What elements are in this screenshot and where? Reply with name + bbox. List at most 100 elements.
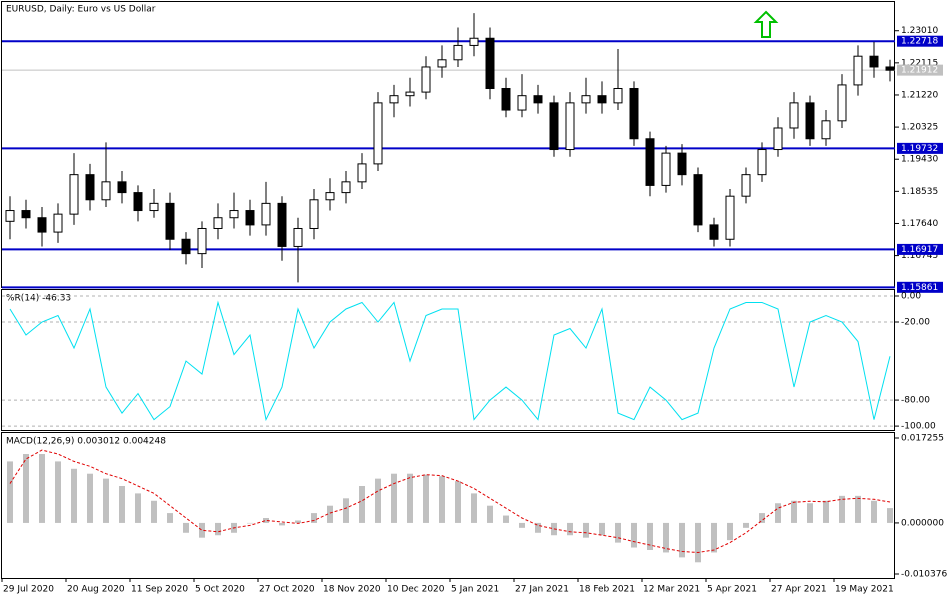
macd-bar: [39, 454, 45, 523]
candle-body: [565, 102, 575, 151]
x-tick-label: 18 Feb 2021: [579, 585, 635, 595]
y-tick-label: 1.23010: [901, 26, 938, 36]
macd-bar: [743, 522, 749, 528]
candle-body: [469, 37, 479, 46]
candle-body: [789, 102, 799, 129]
macd-bar: [199, 522, 205, 538]
macd-bar: [599, 522, 605, 536]
level-label: 1.16917: [901, 245, 938, 255]
y-tick-label: 0.017255: [901, 433, 944, 443]
candle-body: [613, 88, 623, 104]
macd-bar: [327, 505, 333, 523]
candle-body: [453, 44, 463, 61]
candle-body: [805, 102, 815, 140]
y-tick-label: 1.21220: [901, 90, 938, 100]
signal-line: [9, 449, 891, 553]
candle-body: [853, 55, 863, 86]
macd-bar: [407, 473, 413, 523]
candle-body: [53, 213, 63, 233]
macd-bar: [711, 522, 717, 553]
macd-bar: [839, 495, 845, 523]
candle-body: [101, 181, 111, 201]
y-tick-label: -100.00: [901, 422, 936, 432]
y-tick-label: 0.00: [901, 291, 921, 301]
macd-bar: [119, 486, 125, 523]
candle-body: [741, 174, 751, 197]
candle-body: [341, 181, 351, 194]
macd-bar: [775, 503, 781, 523]
macd-bar: [647, 522, 653, 550]
x-tick-label: 12 Mar 2021: [643, 585, 700, 595]
x-tick-label: 27 Apr 2021: [771, 585, 827, 595]
candle-body: [21, 210, 31, 219]
macd-bar: [7, 461, 13, 523]
level-label-bg: [897, 243, 943, 255]
candle-body: [437, 59, 447, 68]
macd-bar: [871, 500, 877, 523]
macd-bar: [679, 522, 685, 558]
candle-body: [517, 95, 527, 111]
candle-body: [357, 163, 367, 183]
macd-bar: [471, 493, 477, 523]
candle-body: [309, 199, 319, 229]
candle-body: [757, 149, 767, 176]
macd-bar: [615, 522, 621, 543]
level-label-bg: [897, 35, 943, 47]
macd-bar: [343, 498, 349, 523]
y-tick-label: -0.010376: [901, 569, 947, 579]
x-tick-label: 5 Jan 2021: [451, 585, 499, 595]
candle-body: [245, 210, 255, 226]
y-tick-label: 1.16745: [901, 251, 938, 261]
chart-title: EURUSD, Daily: Euro vs US Dollar: [6, 5, 156, 15]
candle-body: [165, 202, 175, 240]
y-tick-label: 1.18535: [901, 187, 938, 197]
candle-body: [485, 37, 495, 90]
macd-bar: [503, 515, 509, 523]
level-label: 1.22718: [901, 37, 938, 47]
macd-bar: [87, 473, 93, 523]
candle-body: [533, 95, 543, 104]
macd-bar: [423, 474, 429, 523]
x-tick-label: 5 Apr 2021: [707, 585, 757, 595]
candle-body: [5, 210, 15, 222]
x-tick-label: 18 Nov 2020: [323, 585, 381, 595]
candle-body: [837, 84, 847, 122]
macd-bar: [823, 500, 829, 523]
x-tick-label: 11 Sep 2020: [131, 585, 188, 595]
y-tick-label: 1.19430: [901, 155, 938, 165]
macd-bar: [631, 522, 637, 548]
macd-pane: [1, 432, 895, 579]
candle-body: [149, 202, 159, 212]
candle-body: [773, 127, 783, 151]
candle-body: [389, 95, 399, 104]
macd-bar: [583, 522, 589, 538]
y-tick-label: -20.00: [901, 318, 930, 328]
candle-body: [645, 138, 655, 186]
candle-body: [821, 120, 831, 140]
candle-body: [213, 217, 223, 229]
x-tick-label: 19 May 2021: [835, 585, 894, 595]
level-label: 1.15861: [901, 283, 938, 293]
macd-bar: [263, 518, 269, 523]
macd-bar: [71, 468, 77, 523]
macd-bar: [247, 522, 253, 524]
candle-body: [501, 88, 511, 111]
macd-bar: [567, 522, 573, 536]
y-tick-label: 1.20325: [901, 123, 938, 133]
macd-bar: [791, 500, 797, 523]
macd-bar: [695, 522, 701, 563]
macd-bar: [151, 500, 157, 523]
candle-body: [405, 91, 415, 97]
candle-body: [581, 95, 591, 104]
candle-body: [293, 227, 303, 247]
candle-body: [597, 95, 607, 104]
candle-body: [421, 66, 431, 93]
candle-body: [629, 88, 639, 140]
macd-bar: [55, 461, 61, 523]
macd-bar: [103, 478, 109, 523]
macd-bar: [391, 473, 397, 523]
candle-body: [117, 181, 127, 194]
macd-bar: [807, 503, 813, 523]
candle-body: [725, 195, 735, 240]
macd-bar: [727, 522, 733, 541]
